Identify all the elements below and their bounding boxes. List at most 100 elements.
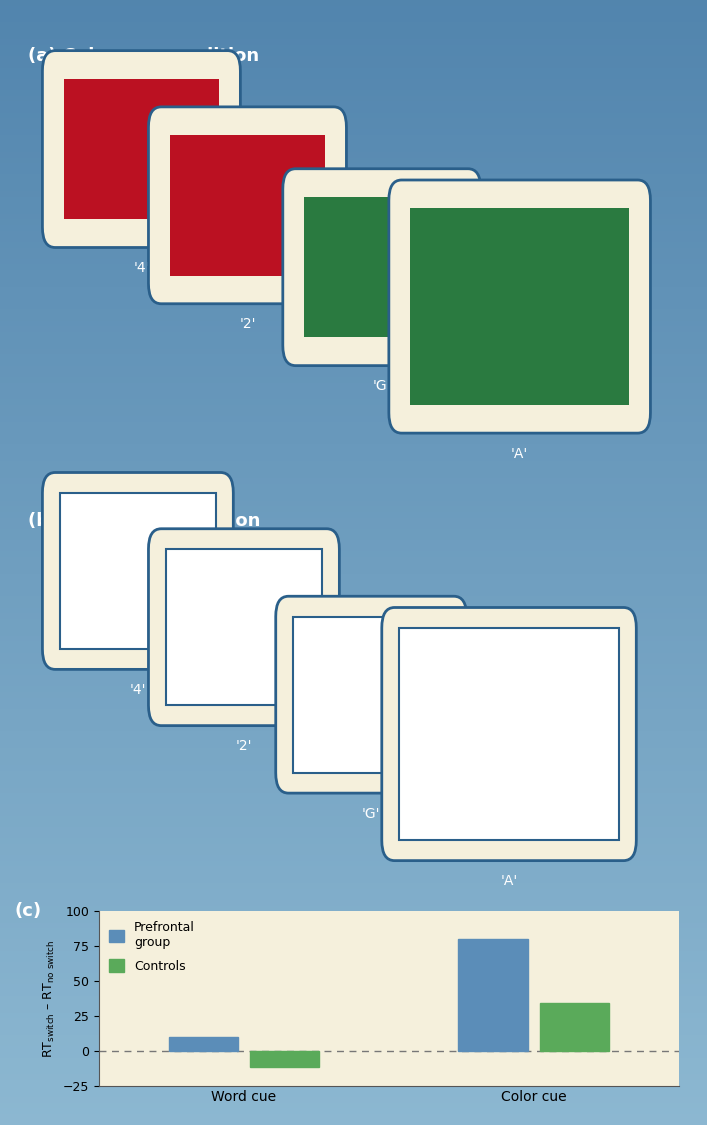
Bar	[0, 647, 707, 652]
Bar	[0, 973, 707, 979]
Bar	[0, 551, 707, 557]
Bar	[0, 624, 707, 630]
Bar	[0, 1029, 707, 1035]
Bar	[0, 883, 707, 889]
Bar	[0, 34, 707, 39]
Bar	[0, 754, 707, 759]
Bar	[0, 56, 707, 62]
Bar	[0, 596, 707, 602]
Bar	[0, 855, 707, 861]
Bar	[0, 484, 707, 489]
Bar	[0, 821, 707, 827]
Bar	[0, 782, 707, 788]
Bar	[0, 928, 707, 934]
Bar	[0, 731, 707, 737]
Bar	[0, 186, 707, 191]
Bar	[0, 180, 707, 186]
Bar	[0, 804, 707, 810]
Bar	[0, 692, 707, 698]
Bar	[0, 169, 707, 174]
Bar	[0, 124, 707, 129]
Bar	[0, 236, 707, 242]
Text: '4': '4'	[133, 261, 150, 274]
Bar	[0, 613, 707, 619]
Bar	[0, 1012, 707, 1018]
Bar	[0, 450, 707, 456]
Bar	[0, 630, 707, 636]
Text: 'G': 'G'	[362, 807, 380, 820]
Bar	[0, 1074, 707, 1080]
Bar	[0, 658, 707, 664]
Bar	[0, 686, 707, 692]
Text: G8: G8	[366, 258, 397, 277]
Bar	[0, 889, 707, 894]
Bar	[0, 1091, 707, 1097]
Bar	[0, 332, 707, 338]
Bar	[0, 546, 707, 551]
Bar	[0, 79, 707, 84]
Text: K4: K4	[125, 567, 151, 586]
Bar	[0, 934, 707, 939]
Bar	[0, 152, 707, 158]
Bar	[0, 495, 707, 501]
Bar	[0, 506, 707, 512]
Bar	[0, 591, 707, 596]
Bar	[0, 788, 707, 793]
Bar	[0, 354, 707, 360]
Bar	[0, 523, 707, 529]
Bar	[0, 861, 707, 866]
Bar	[0, 900, 707, 906]
Bar	[0, 439, 707, 444]
Bar	[0, 557, 707, 562]
Bar	[0, 231, 707, 236]
Bar	[0, 759, 707, 765]
Bar	[0, 984, 707, 990]
Bar	[0, 416, 707, 422]
Text: NUMBER: NUMBER	[221, 558, 267, 568]
Bar	[0, 1058, 707, 1063]
Bar	[0, 832, 707, 838]
Bar	[0, 343, 707, 349]
Bar	[0, 703, 707, 709]
Text: LETTER: LETTER	[352, 626, 390, 636]
Bar	[0, 371, 707, 377]
Bar	[0, 489, 707, 495]
Bar	[0, 326, 707, 332]
Bar	[0, 602, 707, 608]
Bar	[0, 827, 707, 832]
Bar	[0, 681, 707, 686]
Text: (c): (c)	[14, 902, 41, 920]
Bar	[0, 1114, 707, 1119]
Bar	[0, 118, 707, 124]
Text: 2N: 2N	[230, 623, 257, 642]
Bar	[0, 45, 707, 51]
Bar	[0, 771, 707, 776]
Bar	[0, 1102, 707, 1108]
Bar	[0, 1046, 707, 1052]
Bar	[0, 849, 707, 855]
Bar	[0, 698, 707, 703]
Bar	[0, 202, 707, 208]
Bar	[0, 675, 707, 681]
Bar	[0, 366, 707, 371]
Bar	[0, 158, 707, 163]
Bar	[0, 872, 707, 878]
Bar	[0, 709, 707, 714]
Bar	[0, 90, 707, 96]
Bar	[0, 1069, 707, 1074]
Bar	[0, 664, 707, 669]
Bar	[0, 714, 707, 720]
Text: (a) Color-cue condition: (a) Color-cue condition	[28, 47, 259, 65]
Bar	[0, 39, 707, 45]
Bar	[0, 73, 707, 79]
Text: LETTER: LETTER	[490, 637, 528, 647]
Bar	[0, 512, 707, 518]
Bar	[0, 1097, 707, 1102]
Bar	[0, 951, 707, 956]
Bar	[0, 309, 707, 315]
Text: NUMBER: NUMBER	[115, 502, 160, 512]
Bar	[168, 1037, 238, 1051]
Bar	[0, 1052, 707, 1057]
Bar	[0, 270, 707, 276]
Bar	[0, 399, 707, 405]
